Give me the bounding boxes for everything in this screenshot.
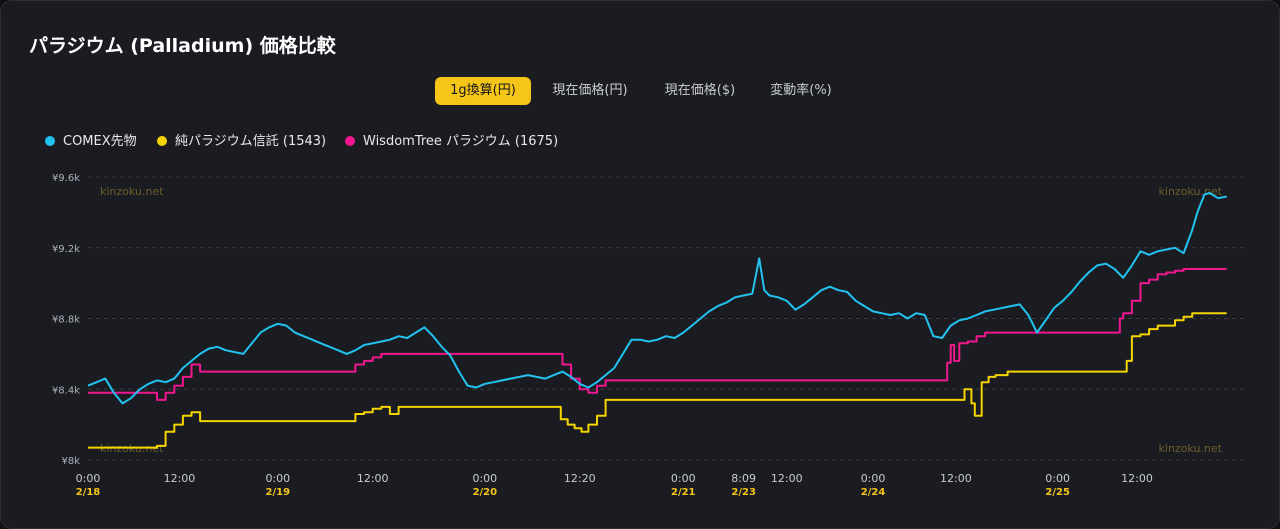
series-line-wisdomtree — [88, 268, 1227, 401]
watermark: kinzoku.net — [1159, 442, 1223, 455]
legend-dot-icon — [345, 136, 355, 146]
x-tick-label: 0:00 — [861, 472, 886, 485]
x-tick-label: 0:00 — [472, 472, 497, 485]
legend-label: COMEX先物 — [63, 134, 137, 149]
x-tick-date: 2/20 — [473, 487, 498, 498]
x-tick-label: 12:00 — [357, 472, 389, 485]
x-tick-date: 2/24 — [861, 487, 886, 498]
y-tick-label: ¥8.8k — [52, 315, 80, 326]
tab-change-rate[interactable]: 変動率(%) — [770, 83, 832, 98]
tab-current-price-usd[interactable]: 現在価格($) — [664, 83, 736, 98]
y-tick-label: ¥8.4k — [52, 385, 80, 396]
legend-item-trust[interactable]: 純パラジウム信託 (1543) — [157, 132, 326, 152]
x-tick-label: 12:00 — [164, 472, 196, 485]
x-tick-date: 2/25 — [1045, 487, 1070, 498]
x-tick-label: 12:00 — [940, 472, 972, 485]
legend-item-wisdomtree[interactable]: WisdomTree パラジウム (1675) — [345, 132, 558, 152]
watermark: kinzoku.net — [100, 185, 164, 198]
x-tick-date: 2/19 — [266, 487, 291, 498]
tab-1g-yen[interactable]: 1g換算(円) — [435, 77, 531, 105]
x-tick-label: 12:00 — [771, 472, 803, 485]
legend-label: 純パラジウム信託 (1543) — [175, 134, 327, 149]
x-tick-label: 0:00 — [265, 472, 290, 485]
x-tick-label: 12:00 — [1121, 472, 1153, 485]
y-tick-label: ¥9.6k — [52, 173, 80, 184]
tab-current-price-yen[interactable]: 現在価格(円) — [552, 83, 628, 98]
x-tick-label: 0:00 — [1045, 472, 1070, 485]
legend-dot-icon — [157, 136, 167, 146]
page-title: パラジウム (Palladium) 価格比較 — [29, 35, 336, 57]
legend-dot-icon — [45, 136, 55, 146]
legend-label: WisdomTree パラジウム (1675) — [363, 134, 559, 149]
y-tick-label: ¥9.2k — [52, 244, 80, 255]
series-line-comex — [87, 191, 1227, 405]
x-tick-date: 2/18 — [76, 487, 101, 498]
x-tick-label: 8:09 — [731, 472, 756, 485]
y-tick-label: ¥8k — [61, 456, 80, 467]
x-tick-date: 2/23 — [731, 487, 756, 498]
x-tick-label: 12:20 — [564, 472, 596, 485]
series-line-trust — [88, 312, 1227, 449]
x-tick-date: 2/21 — [671, 487, 696, 498]
legend-item-comex[interactable]: COMEX先物 — [45, 132, 137, 152]
x-tick-label: 0:00 — [671, 472, 696, 485]
x-tick-label: 0:00 — [76, 472, 101, 485]
